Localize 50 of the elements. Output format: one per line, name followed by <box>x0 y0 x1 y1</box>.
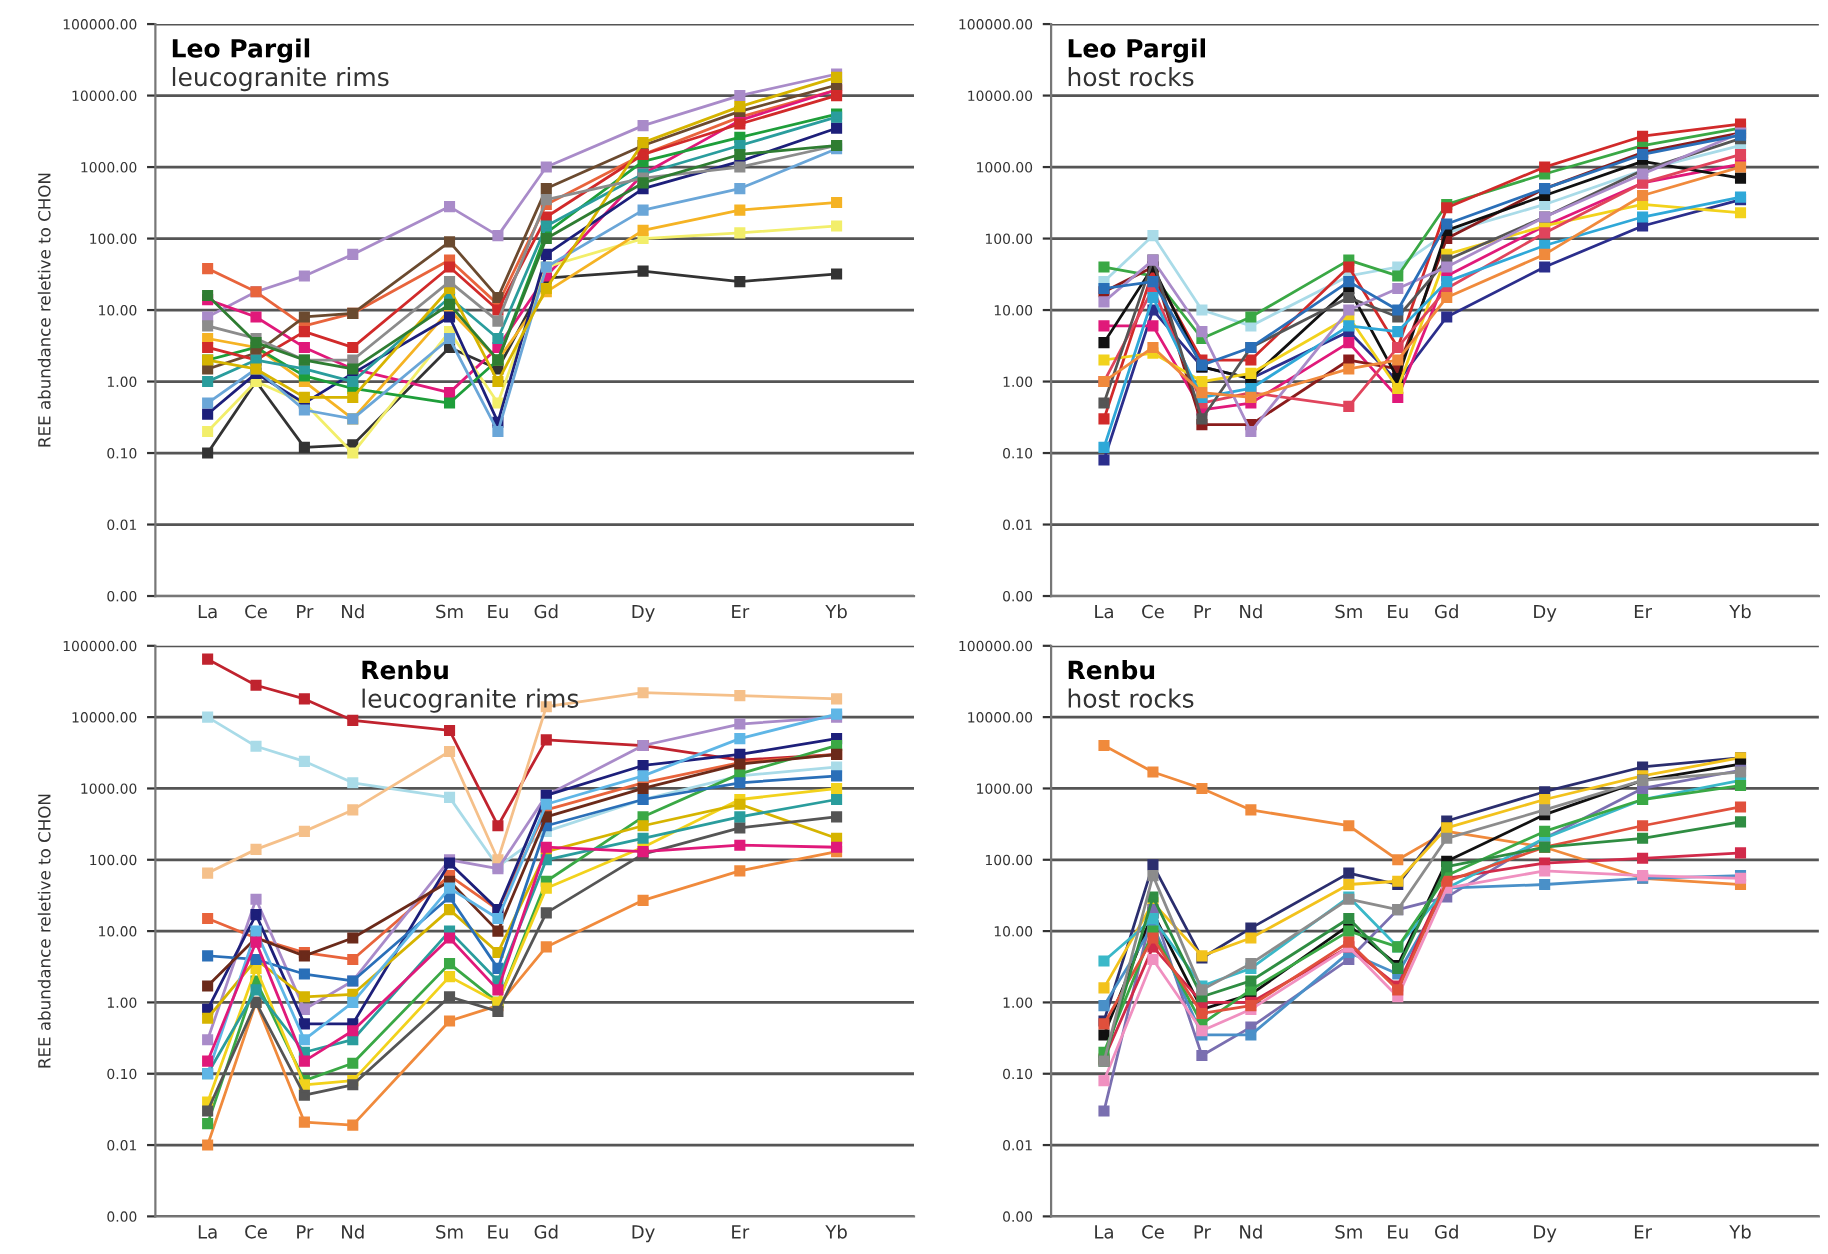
x-tick-label: Yb <box>825 1224 847 1239</box>
text: leucogranite rims <box>172 66 389 92</box>
x-tick-label: Er <box>732 604 750 619</box>
x-tick-label: Nd <box>342 1224 364 1239</box>
x-tick-label: Nd <box>342 604 364 619</box>
x-tick-label: Eu <box>1388 604 1408 619</box>
x-tick-label: Dy <box>632 1225 655 1243</box>
x-tick-label: Pr <box>1194 604 1211 619</box>
text: leucogranite rims <box>362 688 579 713</box>
x-tick-label: Sm <box>436 604 463 619</box>
x-tick-label: Gd <box>534 604 558 619</box>
chart-title: Renbu <box>362 660 448 680</box>
x-tick-label: Yb <box>1729 604 1751 619</box>
x-tick-label: Pr <box>297 604 314 619</box>
x-tick-label: Ce <box>245 604 267 619</box>
x-tick-label: Ce <box>1142 604 1164 619</box>
text: Leo Pargil <box>172 38 310 63</box>
x-tick-label: Pr <box>297 1225 314 1239</box>
x-tick-label: Sm <box>1335 604 1362 619</box>
x-tick-label: Nd <box>1240 1224 1262 1239</box>
x-tick-label: Eu <box>488 1225 508 1239</box>
x-tick-label: Dy <box>1534 604 1557 622</box>
x-tick-label: Ce <box>245 1225 267 1239</box>
x-tick-label: Eu <box>1388 1225 1408 1239</box>
text: Leo Pargil <box>1068 38 1206 63</box>
x-tick-label: Er <box>1634 604 1652 619</box>
x-tick-label: Er <box>732 1225 750 1239</box>
x-tick-label: Pr <box>1194 1225 1211 1239</box>
text: host rocks <box>1068 66 1194 87</box>
x-tick-label: Er <box>1634 1225 1652 1239</box>
x-tick-label: La <box>1095 1225 1113 1239</box>
x-tick-label: Nd <box>1240 604 1262 619</box>
x-tick-label: Eu <box>488 604 508 619</box>
x-tick-label: Gd <box>534 1224 558 1239</box>
x-tick-label: La <box>198 604 217 619</box>
x-tick-label: Gd <box>1435 604 1458 619</box>
x-tick-label: Sm <box>1335 1225 1362 1239</box>
text: host rocks <box>1068 688 1194 708</box>
x-tick-label: La <box>198 1225 217 1239</box>
y-axis-title: REE abundance reletive to CHON <box>37 794 51 1068</box>
x-tick-label: Dy <box>1534 1225 1557 1243</box>
x-tick-label: La <box>1095 604 1113 619</box>
x-tick-label: Yb <box>1729 1224 1751 1239</box>
chart-title: Renbu <box>1068 660 1155 680</box>
x-tick-label: Dy <box>632 604 655 622</box>
y-axis-title: REE abundance reletive to CHON <box>37 173 51 447</box>
x-tick-label: Yb <box>825 604 847 619</box>
x-tick-label: Ce <box>1142 1225 1164 1239</box>
x-tick-label: Gd <box>1435 1224 1458 1239</box>
x-tick-label: Sm <box>436 1225 463 1239</box>
